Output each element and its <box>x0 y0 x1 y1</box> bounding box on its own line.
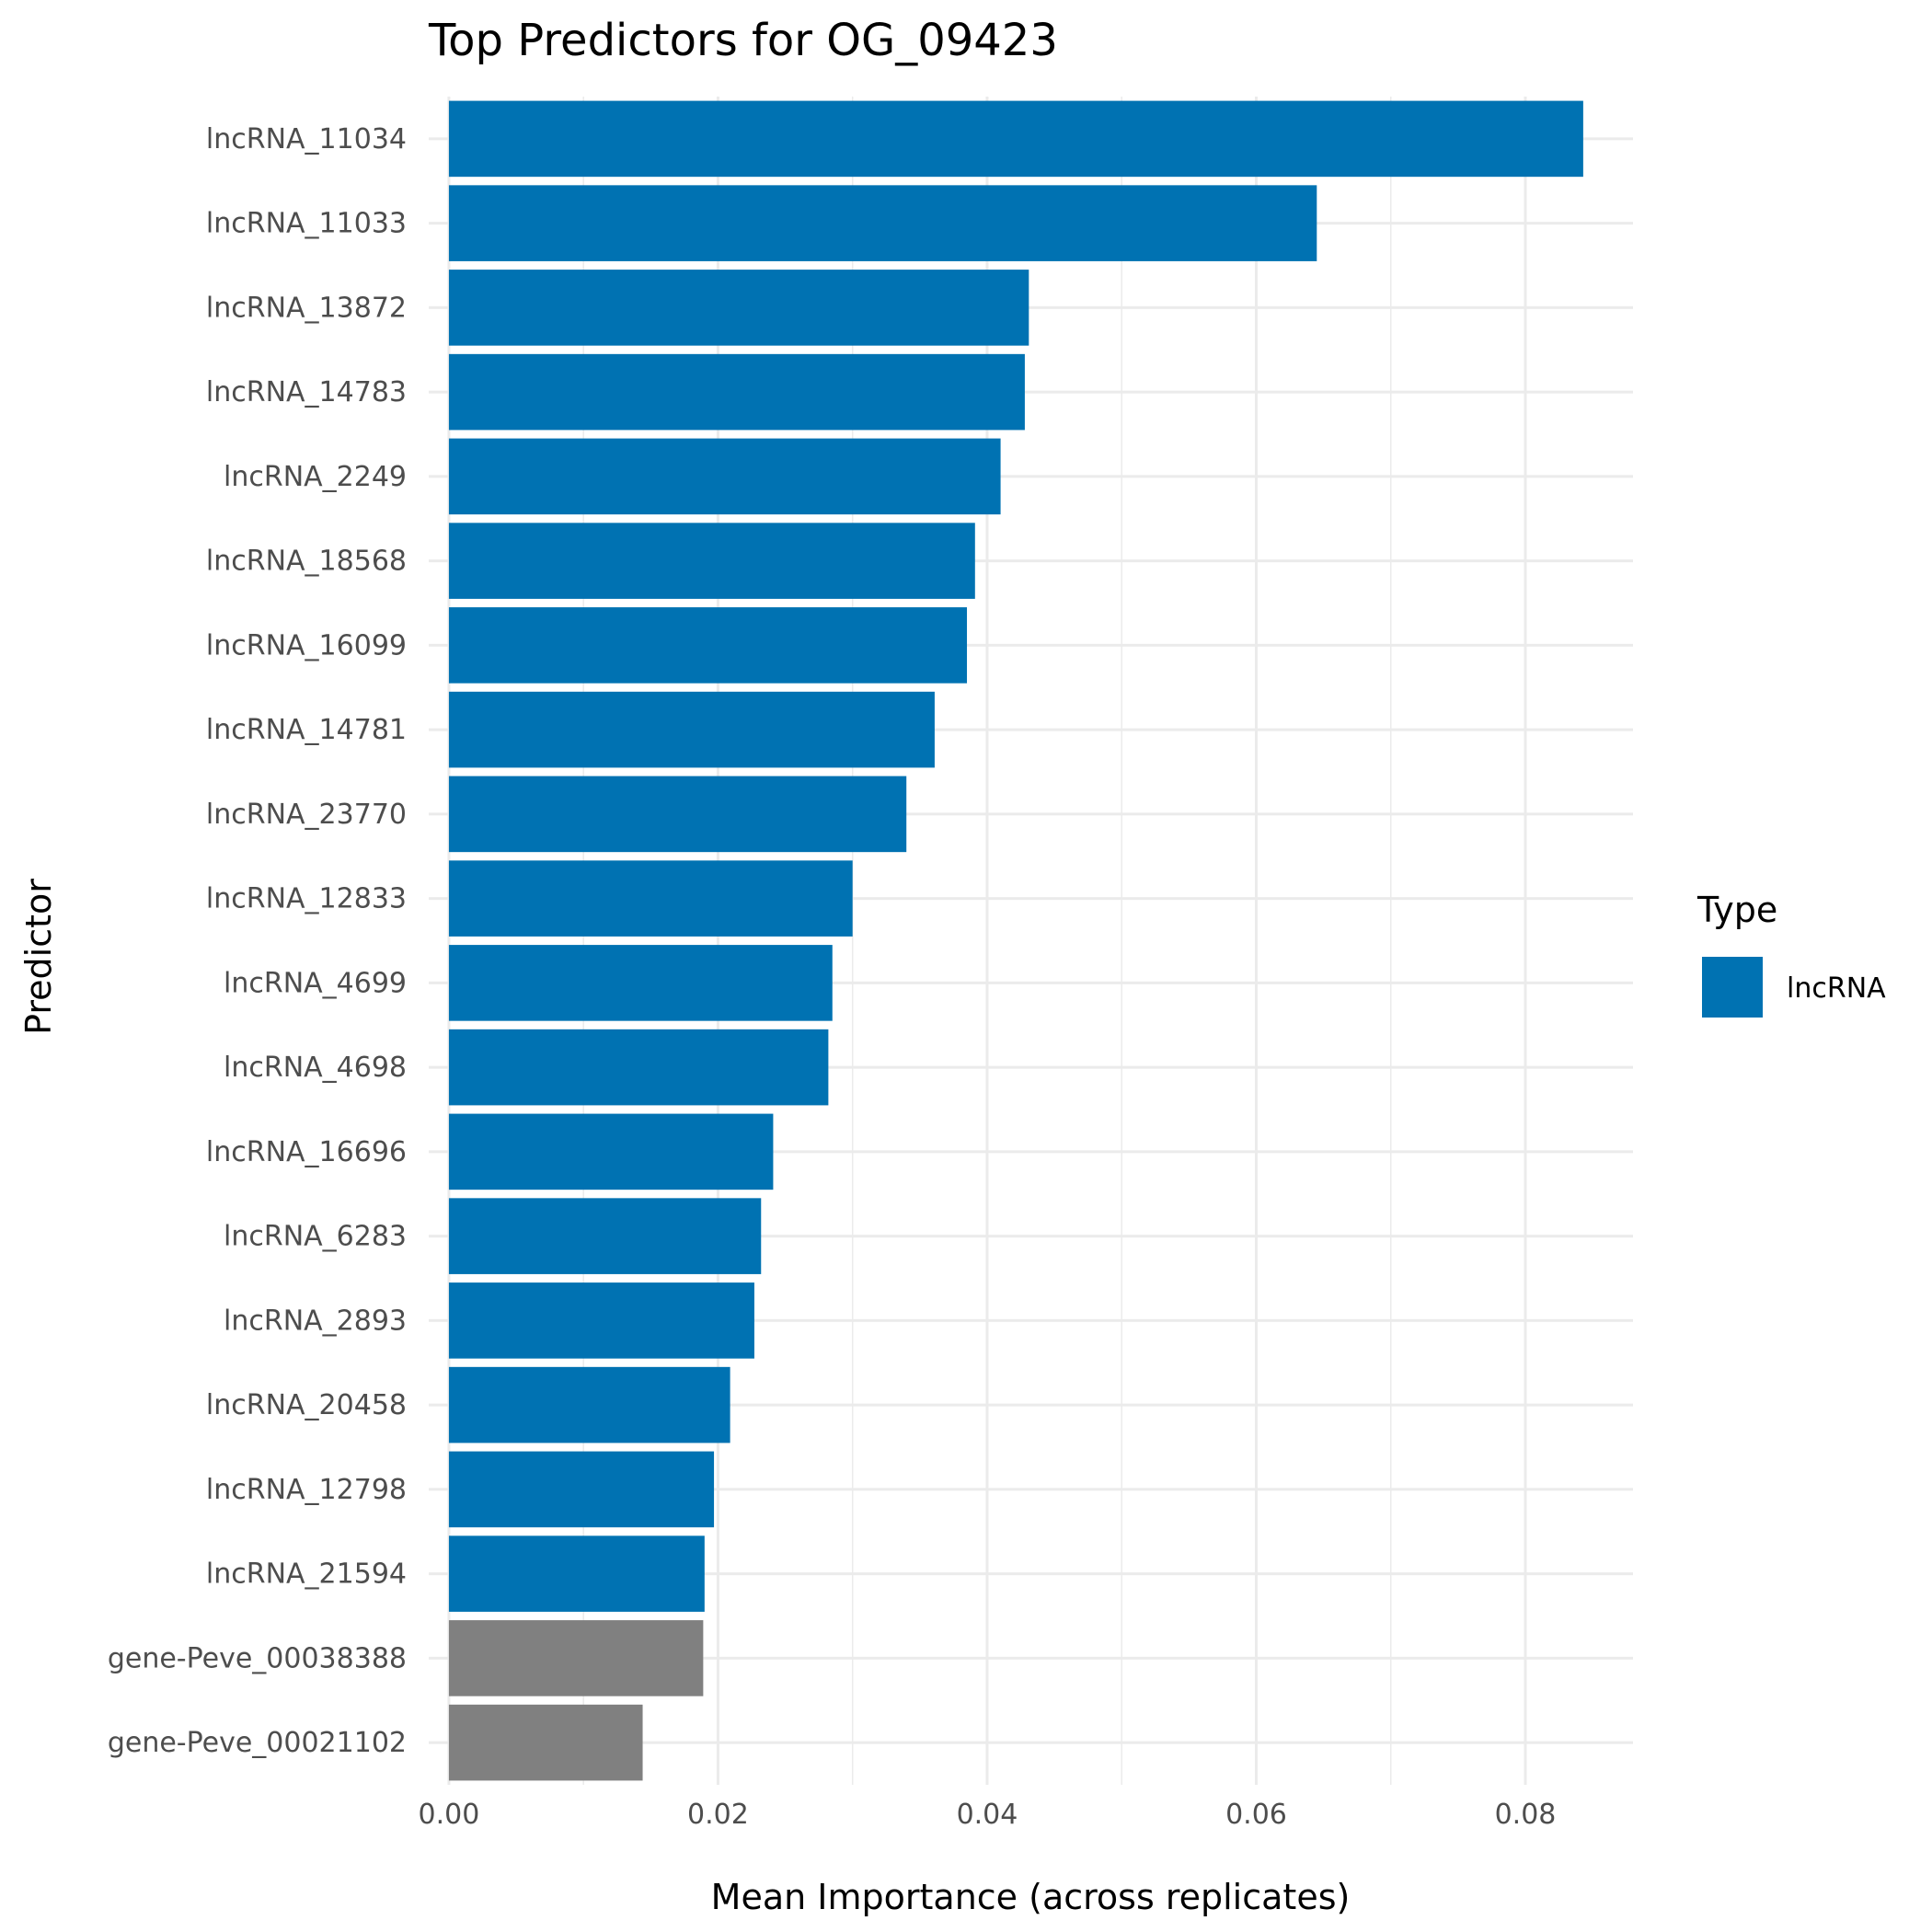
y-tick-label: lncRNA_6283 <box>224 1221 407 1253</box>
y-tick-label: lncRNA_2893 <box>224 1305 407 1337</box>
x-tick-labels: 0.00 0.02 0.04 0.06 0.08 <box>419 1799 1557 1831</box>
bar-lncRNA_23770 <box>448 776 907 853</box>
y-tick-label: lncRNA_4699 <box>224 967 407 999</box>
bar-lncRNA_16696 <box>448 1113 774 1190</box>
chart-title: Top Predictors for OG_09423 <box>428 15 1058 66</box>
y-tick-label: lncRNA_16696 <box>206 1136 407 1168</box>
x-tick-label: 0.00 <box>419 1799 480 1831</box>
bar-lncRNA_21594 <box>448 1535 705 1612</box>
x-tick-label: 0.02 <box>687 1799 749 1831</box>
y-tick-label: lncRNA_12798 <box>206 1474 407 1506</box>
bar-gene-Peve_00038388 <box>448 1620 704 1696</box>
legend-title: Type <box>1696 890 1777 930</box>
legend-entries: lncRNA <box>1702 957 1886 1018</box>
y-tick-label: lncRNA_16099 <box>206 629 407 661</box>
bar-lncRNA_12833 <box>448 860 853 937</box>
bar-lncRNA_11034 <box>448 100 1583 178</box>
y-tick-label: lncRNA_13872 <box>206 292 407 324</box>
y-tick-label: lncRNA_11033 <box>206 208 407 240</box>
bar-lncRNA_14781 <box>448 691 935 768</box>
bar-lncRNA_4698 <box>448 1029 829 1106</box>
bar-lncRNA_12798 <box>448 1451 715 1528</box>
bar-gene-Peve_00021102 <box>448 1704 643 1781</box>
bar-lncRNA_6283 <box>448 1198 762 1274</box>
y-tick-label: lncRNA_2249 <box>224 461 407 493</box>
bar-lncRNA_16099 <box>448 607 968 684</box>
bar-lncRNA_4699 <box>448 945 833 1021</box>
y-tick-label: lncRNA_12833 <box>206 883 407 915</box>
y-tick-label: lncRNA_11034 <box>206 123 407 155</box>
legend-swatch <box>1702 957 1763 1018</box>
y-tick-label: gene-Peve_00038388 <box>108 1642 407 1674</box>
y-tick-label: lncRNA_20458 <box>206 1389 407 1421</box>
y-tick-label: lncRNA_4698 <box>224 1052 407 1084</box>
x-tick-label: 0.06 <box>1225 1799 1287 1831</box>
y-tick-label: gene-Peve_00021102 <box>108 1727 407 1759</box>
y-tick-label: lncRNA_14781 <box>206 714 407 746</box>
bar-lncRNA_20458 <box>448 1366 730 1443</box>
bar-lncRNA_13872 <box>448 270 1029 346</box>
y-axis-title: Predictor <box>18 879 59 1035</box>
y-tick-label: lncRNA_23770 <box>206 799 407 831</box>
y-tick-labels: lncRNA_11034 lncRNA_11033 lncRNA_13872 lncR… <box>108 123 407 1759</box>
x-tick-label: 0.04 <box>957 1799 1018 1831</box>
bar-lncRNA_18568 <box>448 523 975 599</box>
bar-layer <box>448 100 1583 1781</box>
y-tick-label: lncRNA_21594 <box>206 1558 407 1591</box>
bar-lncRNA_2249 <box>448 438 1001 515</box>
legend: Type lncRNA <box>1696 890 1886 1018</box>
legend-label: lncRNA <box>1787 972 1886 1005</box>
bar-lncRNA_11033 <box>448 185 1317 261</box>
bar-lncRNA_2893 <box>448 1282 754 1359</box>
y-tick-label: lncRNA_14783 <box>206 376 407 408</box>
x-tick-label: 0.08 <box>1495 1799 1557 1831</box>
bar-lncRNA_14783 <box>448 353 1025 431</box>
y-tick-label: lncRNA_18568 <box>206 546 407 578</box>
x-axis-title: Mean Importance (across replicates) <box>711 1877 1351 1917</box>
